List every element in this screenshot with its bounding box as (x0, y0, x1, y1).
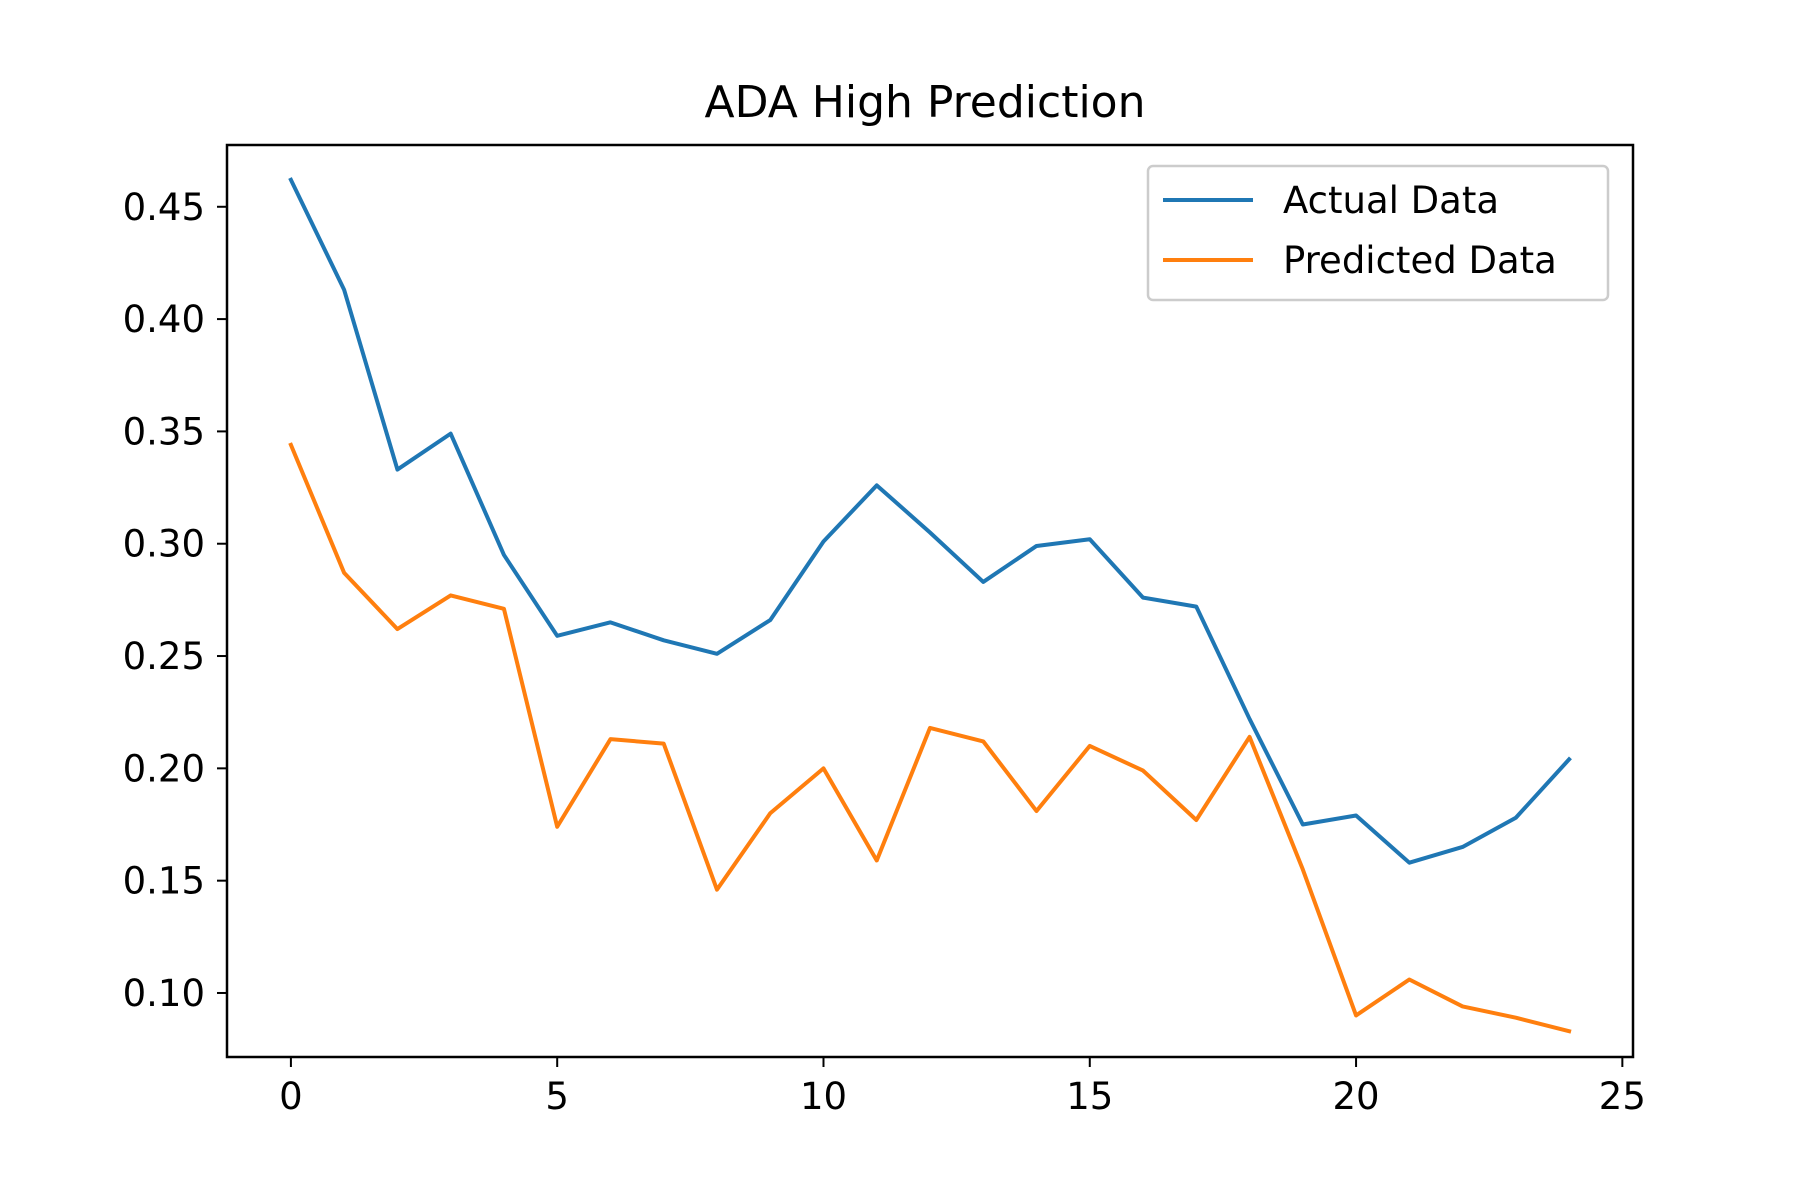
x-tick-label: 5 (545, 1075, 569, 1118)
x-tick-label: 10 (800, 1075, 847, 1118)
series-lines (288, 177, 1572, 1034)
legend-label-actual: Actual Data (1283, 179, 1499, 222)
plot-frame (225, 143, 1635, 1059)
y-tick-label: 0.20 (123, 747, 205, 790)
chart-title: ADA High Prediction (705, 77, 1146, 128)
series-line-actual (288, 177, 1572, 865)
y-tick-label: 0.15 (123, 860, 205, 903)
legend: Actual Data Predicted Data (1146, 164, 1610, 302)
y-axis-ticks: 0.10 0.15 0.20 0.25 0.30 0.35 0.40 0.45 (123, 186, 227, 1015)
y-tick-label: 0.25 (123, 635, 205, 678)
x-axis-ticks: 0 5 10 15 20 25 (279, 1057, 1646, 1118)
y-tick-label: 0.30 (123, 523, 205, 566)
x-tick-label: 15 (1066, 1075, 1113, 1118)
y-tick-label: 0.45 (123, 186, 205, 229)
y-tick-label: 0.10 (123, 972, 205, 1015)
series-line-predicted (288, 442, 1572, 1034)
y-tick-label: 0.40 (123, 298, 205, 341)
legend-label-predicted: Predicted Data (1283, 239, 1557, 282)
x-tick-label: 0 (279, 1075, 303, 1118)
legend-box (1146, 164, 1610, 302)
x-tick-label: 25 (1599, 1075, 1646, 1118)
y-tick-label: 0.35 (123, 410, 205, 453)
x-tick-label: 20 (1333, 1075, 1380, 1118)
